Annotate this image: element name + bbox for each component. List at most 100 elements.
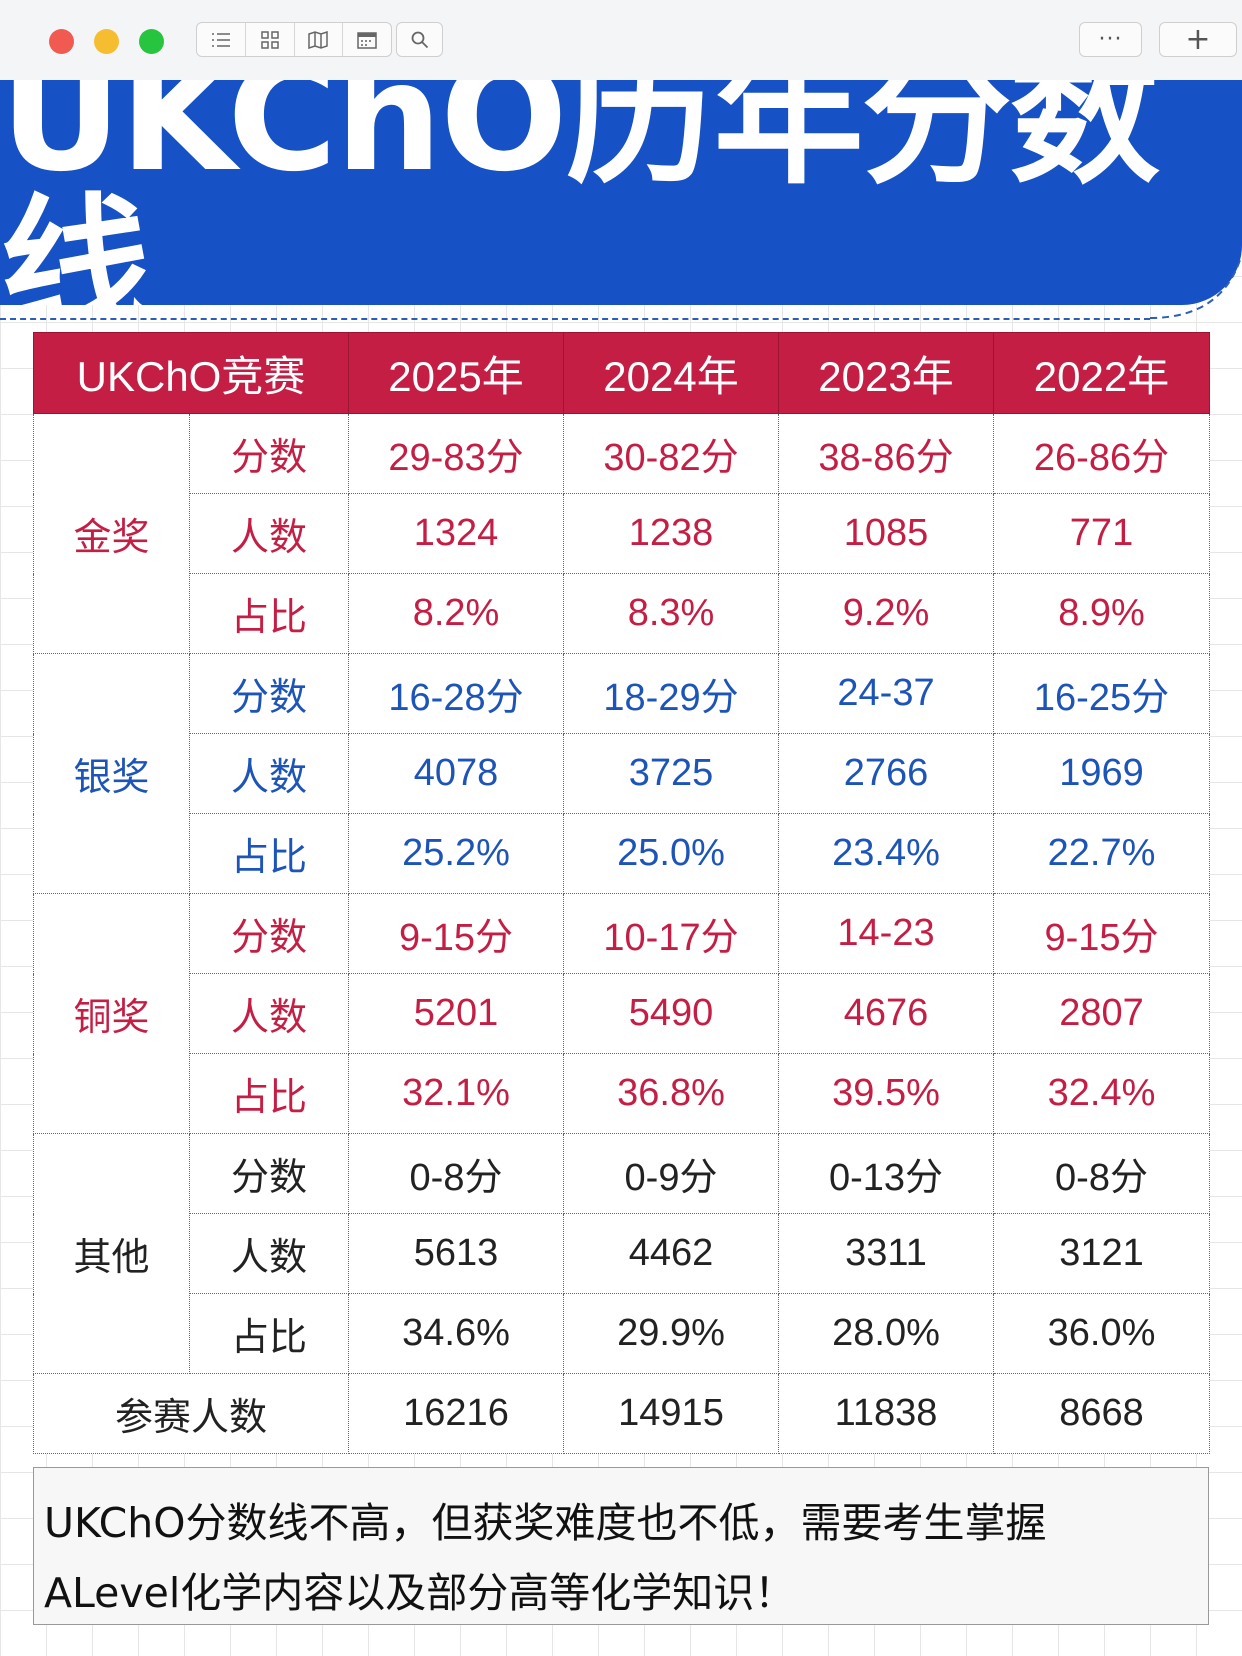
- zoom-window-button[interactable]: [139, 29, 164, 54]
- table-cell: 5490: [563, 973, 779, 1054]
- row-label: 分数: [189, 653, 349, 734]
- close-window-button[interactable]: [49, 29, 74, 54]
- table-row: 占比 25.2% 25.0% 23.4% 22.7%: [34, 813, 1210, 894]
- more-button[interactable]: ···: [1079, 22, 1142, 57]
- score-table: UKChO竞赛 2025年 2024年 2023年 2022年 金奖 分数 29…: [33, 332, 1210, 1454]
- row-label: 人数: [189, 733, 349, 814]
- table-row: 人数 5201 5490 4676 2807: [34, 973, 1210, 1054]
- table-cell: 2807: [993, 973, 1210, 1054]
- table-cell: 1085: [778, 493, 994, 574]
- note-line-2: ALevel化学内容以及部分高等化学知识！: [44, 1569, 796, 1617]
- table-cell: 9-15分: [348, 893, 564, 974]
- map-icon: [308, 30, 329, 49]
- table-cell: 28.0%: [778, 1293, 994, 1374]
- table-cell: 1238: [563, 493, 779, 574]
- table-cell: 4462: [563, 1213, 779, 1294]
- table-cell: 3121: [993, 1213, 1210, 1294]
- add-button[interactable]: +: [1159, 22, 1237, 57]
- table-cell: 3725: [563, 733, 779, 814]
- table-cell: 2766: [778, 733, 994, 814]
- table-cell: 11838: [778, 1373, 994, 1454]
- search-button[interactable]: [396, 22, 443, 57]
- table-cell: 30-82分: [563, 413, 779, 494]
- group-label-silver: 银奖: [33, 653, 190, 894]
- calendar-view-button[interactable]: [343, 23, 391, 56]
- table-cell: 29-83分: [348, 413, 564, 494]
- list-view-icon: [211, 32, 231, 48]
- banner-dash-curve: [1150, 259, 1241, 319]
- table-cell: 14915: [563, 1373, 779, 1454]
- more-icon: ···: [1098, 27, 1123, 52]
- page-title: UKChO历年分数线: [0, 80, 1160, 305]
- table-cell: 0-8分: [993, 1133, 1210, 1214]
- table-row-total: 参赛人数 16216 14915 11838 8668: [33, 1373, 1210, 1454]
- table-cell: 36.0%: [993, 1293, 1210, 1374]
- row-label: 分数: [189, 893, 349, 974]
- table-cell: 14-23: [778, 893, 994, 974]
- table-cell: 771: [993, 493, 1210, 574]
- table-cell: 0-8分: [348, 1133, 564, 1214]
- table-row: 占比 32.1% 36.8% 39.5% 32.4%: [34, 1053, 1210, 1134]
- table-row: 人数 1324 1238 1085 771: [34, 493, 1210, 574]
- table-cell: 25.0%: [563, 813, 779, 894]
- table-cell: 0-9分: [563, 1133, 779, 1214]
- group-label-other: 其他: [33, 1133, 190, 1374]
- table-cell: 26-86分: [993, 413, 1210, 494]
- note-box: UKChO分数线不高，但获奖难度也不低，需要考生掌握 ALevel化学内容以及部…: [33, 1467, 1209, 1625]
- total-label: 参赛人数: [33, 1373, 349, 1454]
- table-cell: 38-86分: [778, 413, 994, 494]
- row-label: 占比: [189, 813, 349, 894]
- table-cell: 23.4%: [778, 813, 994, 894]
- header-cell-2024: 2024年: [563, 332, 779, 414]
- table-cell: 22.7%: [993, 813, 1210, 894]
- table-cell: 18-29分: [563, 653, 779, 734]
- table-cell: 16216: [348, 1373, 564, 1454]
- table-row: 人数 5613 4462 3311 3121: [34, 1213, 1210, 1294]
- header-cell-2025: 2025年: [348, 332, 564, 414]
- table-row: 占比 8.2% 8.3% 9.2% 8.9%: [34, 573, 1210, 654]
- row-label: 占比: [189, 573, 349, 654]
- grid-view-icon: [260, 30, 279, 49]
- add-icon: +: [1185, 21, 1211, 57]
- row-label: 人数: [189, 1213, 349, 1294]
- row-label: 人数: [189, 973, 349, 1054]
- table-cell: 24-37: [778, 653, 994, 734]
- calendar-icon: [357, 31, 377, 49]
- table-cell: 8.2%: [348, 573, 564, 654]
- group-label-bronze: 铜奖: [33, 893, 190, 1134]
- row-label: 分数: [189, 413, 349, 494]
- table-cell: 9-15分: [993, 893, 1210, 974]
- table-cell: 36.8%: [563, 1053, 779, 1134]
- table-cell: 32.1%: [348, 1053, 564, 1134]
- row-label: 分数: [189, 1133, 349, 1214]
- table-cell: 16-28分: [348, 653, 564, 734]
- table-cell: 5613: [348, 1213, 564, 1294]
- window-titlebar: ··· +: [0, 0, 1242, 81]
- table-row: 银奖 分数 16-28分 18-29分 24-37 16-25分: [33, 653, 1210, 894]
- row-label: 占比: [189, 1293, 349, 1374]
- map-view-button[interactable]: [295, 23, 344, 56]
- header-cell-2022: 2022年: [993, 332, 1210, 414]
- table-cell: 9.2%: [778, 573, 994, 654]
- grid-view-button[interactable]: [246, 23, 295, 56]
- table-header-row: UKChO竞赛 2025年 2024年 2023年 2022年: [33, 332, 1210, 414]
- group-label-gold: 金奖: [33, 413, 190, 654]
- header-cell-competition: UKChO竞赛: [33, 332, 349, 414]
- table-cell: 4078: [348, 733, 564, 814]
- table-cell: 8668: [993, 1373, 1210, 1454]
- table-cell: 1969: [993, 733, 1210, 814]
- row-label: 人数: [189, 493, 349, 574]
- table-row: 人数 4078 3725 2766 1969: [34, 733, 1210, 814]
- note-line-1: UKChO分数线不高，但获奖难度也不低，需要考生掌握: [44, 1499, 1047, 1547]
- banner-dash-line: [0, 318, 1150, 320]
- table-cell: 25.2%: [348, 813, 564, 894]
- table-cell: 32.4%: [993, 1053, 1210, 1134]
- table-cell: 1324: [348, 493, 564, 574]
- table-cell: 29.9%: [563, 1293, 779, 1374]
- table-cell: 0-13分: [778, 1133, 994, 1214]
- table-cell: 3311: [778, 1213, 994, 1294]
- table-cell: 34.6%: [348, 1293, 564, 1374]
- minimize-window-button[interactable]: [94, 29, 119, 54]
- table-cell: 8.3%: [563, 573, 779, 654]
- list-view-button[interactable]: [197, 23, 246, 56]
